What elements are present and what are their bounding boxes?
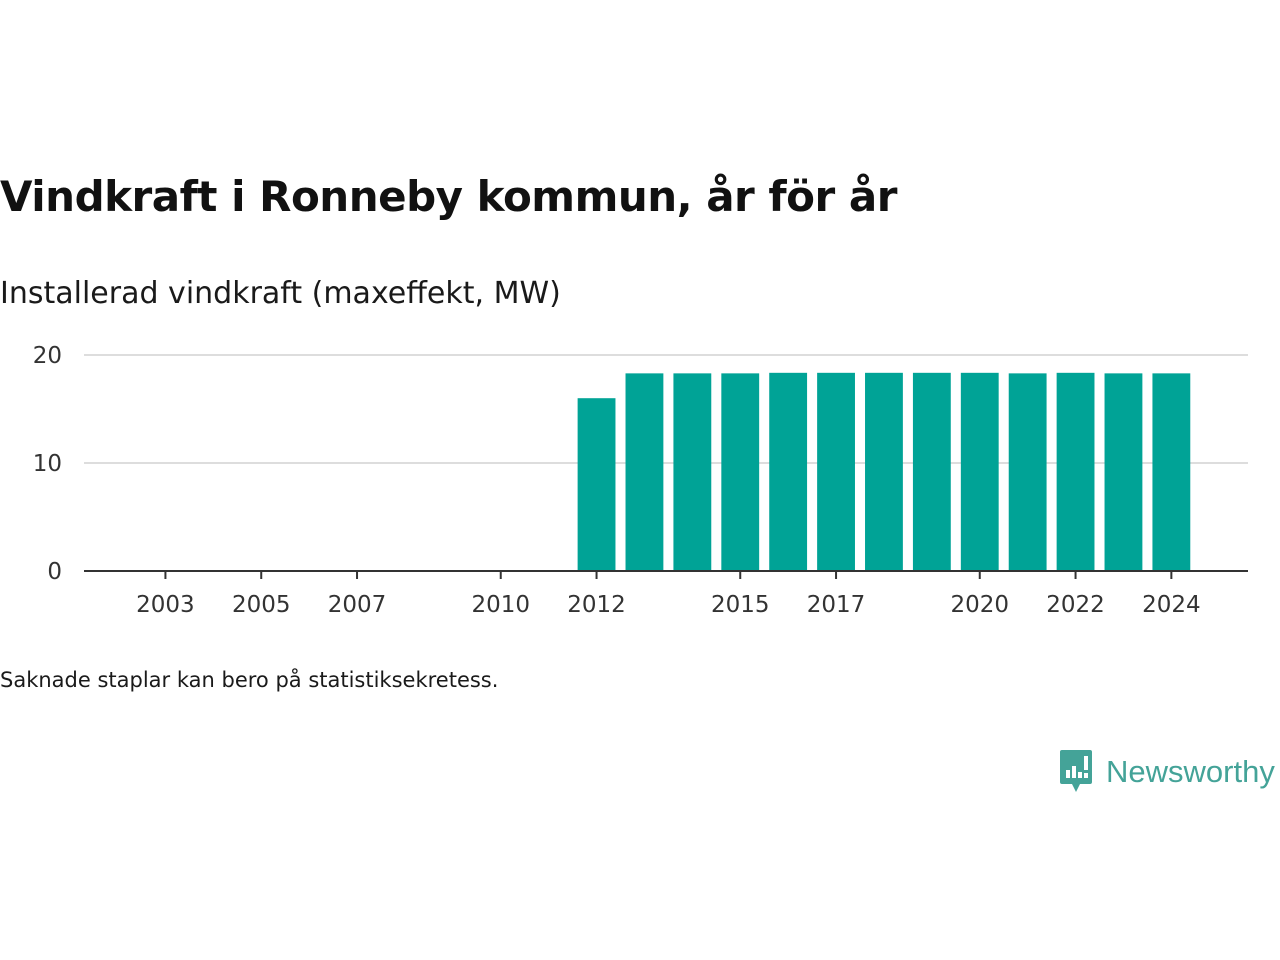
bar <box>577 398 616 571</box>
gridlines <box>84 354 1248 464</box>
x-tick-label: 2020 <box>950 592 1009 618</box>
x-tick-label: 2022 <box>1046 592 1105 618</box>
bar <box>673 373 712 571</box>
bar <box>721 373 760 571</box>
bar <box>960 372 999 571</box>
x-tick-label: 2012 <box>567 592 626 618</box>
y-tick-label: 10 <box>33 451 62 477</box>
brand-name: Newsworthy <box>1106 754 1275 789</box>
y-tick-label: 0 <box>47 559 62 585</box>
bar <box>1056 372 1095 571</box>
bar <box>625 373 664 571</box>
bar <box>1008 373 1047 571</box>
bar <box>1104 373 1143 571</box>
bar-chart: 0 10 20 2003 2005 2007 2010 2012 2015 2017 2020 202… <box>33 343 1248 618</box>
newsworthy-logo-icon <box>1060 750 1092 792</box>
x-tick-label: 2024 <box>1142 592 1201 618</box>
chart-title: Vindkraft i Ronneby kommun, år för år <box>0 172 897 221</box>
x-tick-label: 2007 <box>328 592 387 618</box>
bar <box>1152 373 1191 571</box>
chart-subtitle: Installerad vindkraft (maxeffekt, MW) <box>0 276 561 311</box>
footnote: Saknade staplar kan bero på statistiksek… <box>0 668 499 692</box>
x-tick-label: 2015 <box>711 592 770 618</box>
x-tick-label: 2003 <box>136 592 195 618</box>
x-tick-label: 2017 <box>807 592 866 618</box>
bar <box>769 372 808 571</box>
y-tick-label: 20 <box>33 343 62 369</box>
x-tick-label: 2005 <box>232 592 291 618</box>
axes: 0 10 20 2003 2005 2007 2010 2012 2015 2017 2020 202… <box>33 343 1248 618</box>
bar <box>865 372 903 571</box>
brand-logo: Newsworthy <box>1058 748 1275 796</box>
bar <box>912 372 951 571</box>
bars <box>577 372 1191 571</box>
x-tick-label: 2010 <box>471 592 530 618</box>
bar <box>817 372 855 571</box>
